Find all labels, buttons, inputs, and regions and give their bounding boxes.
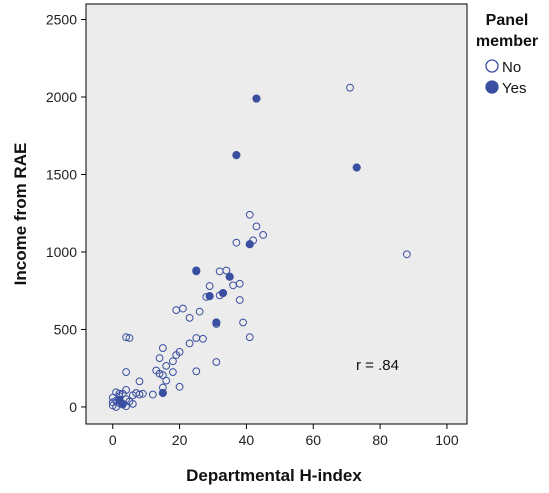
data-point-no	[168, 368, 177, 376]
data-point-no	[205, 282, 214, 290]
data-point-yes	[192, 266, 201, 275]
plot-area	[85, 3, 468, 425]
correlation-annotation: r = .84	[356, 357, 399, 374]
x-tick-label: 40	[239, 432, 255, 448]
legend-label-yes: Yes	[502, 80, 526, 97]
data-point-no	[122, 333, 131, 342]
data-point-no	[125, 334, 134, 342]
y-tick-label: 500	[54, 321, 78, 337]
data-point-no	[122, 368, 131, 376]
data-point-no	[239, 318, 247, 327]
data-point-no	[245, 210, 254, 219]
x-axis-title: Departmental H-index	[186, 466, 362, 485]
data-point-no	[185, 339, 194, 348]
data-point-no	[195, 307, 204, 316]
data-point-no	[128, 399, 137, 408]
data-point-no	[259, 231, 268, 239]
data-point-no	[192, 367, 201, 376]
data-point-no	[158, 344, 167, 352]
data-point-yes	[205, 292, 214, 301]
y-axis: 0 500 1000 1500 2000 2500	[46, 11, 86, 415]
data-point-no	[245, 333, 254, 342]
data-point-no	[155, 354, 164, 363]
data-point-no	[175, 382, 184, 391]
x-tick-label: 60	[305, 432, 321, 448]
data-point-no	[232, 238, 241, 247]
x-tick-label: 100	[435, 432, 459, 448]
x-tick-label: 0	[109, 432, 117, 448]
y-tick-label: 2000	[46, 89, 77, 105]
legend-title-line1: Panel	[486, 12, 529, 29]
data-point-yes	[352, 163, 361, 172]
data-point-yes	[252, 94, 261, 103]
data-point-yes	[118, 399, 127, 408]
x-tick-label: 80	[372, 432, 388, 448]
data-point-yes	[245, 240, 254, 249]
data-point-no	[172, 306, 181, 314]
data-point-yes	[225, 272, 234, 281]
data-point-yes	[218, 288, 228, 298]
data-point-yes	[158, 388, 167, 398]
data-point-no	[252, 222, 261, 231]
data-point-no	[162, 361, 171, 370]
data-point-no	[185, 313, 194, 322]
data-point-yes	[212, 318, 221, 327]
data-point-no	[148, 390, 157, 399]
y-tick-label: 0	[69, 399, 77, 415]
legend-marker-yes	[485, 80, 499, 94]
y-tick-label: 1500	[46, 166, 77, 182]
y-tick-label: 2500	[46, 11, 77, 27]
data-point-no	[215, 267, 224, 276]
y-tick-label: 1000	[46, 244, 77, 260]
data-point-yes	[232, 151, 241, 160]
data-point-no	[402, 250, 411, 259]
data-point-no	[212, 358, 221, 366]
legend-title-line2: member	[476, 33, 538, 50]
data-point-no	[199, 334, 207, 343]
data-point-no	[172, 351, 181, 359]
data-point-no	[168, 357, 177, 366]
x-axis: 0 20 40 60 80 100	[109, 424, 459, 448]
legend: Panel member No Yes	[476, 12, 538, 97]
legend-marker-no	[485, 59, 499, 73]
data-point-no	[229, 281, 237, 290]
data-point-no	[235, 296, 244, 304]
data-point-no	[135, 377, 144, 386]
data-point-no	[346, 83, 354, 92]
legend-label-no: No	[502, 59, 521, 76]
y-axis-title: Income from RAE	[11, 143, 30, 286]
data-point-no	[162, 376, 171, 385]
data-points	[108, 83, 411, 411]
data-point-no	[138, 389, 147, 398]
x-tick-label: 20	[172, 432, 188, 448]
data-point-no	[158, 371, 167, 380]
